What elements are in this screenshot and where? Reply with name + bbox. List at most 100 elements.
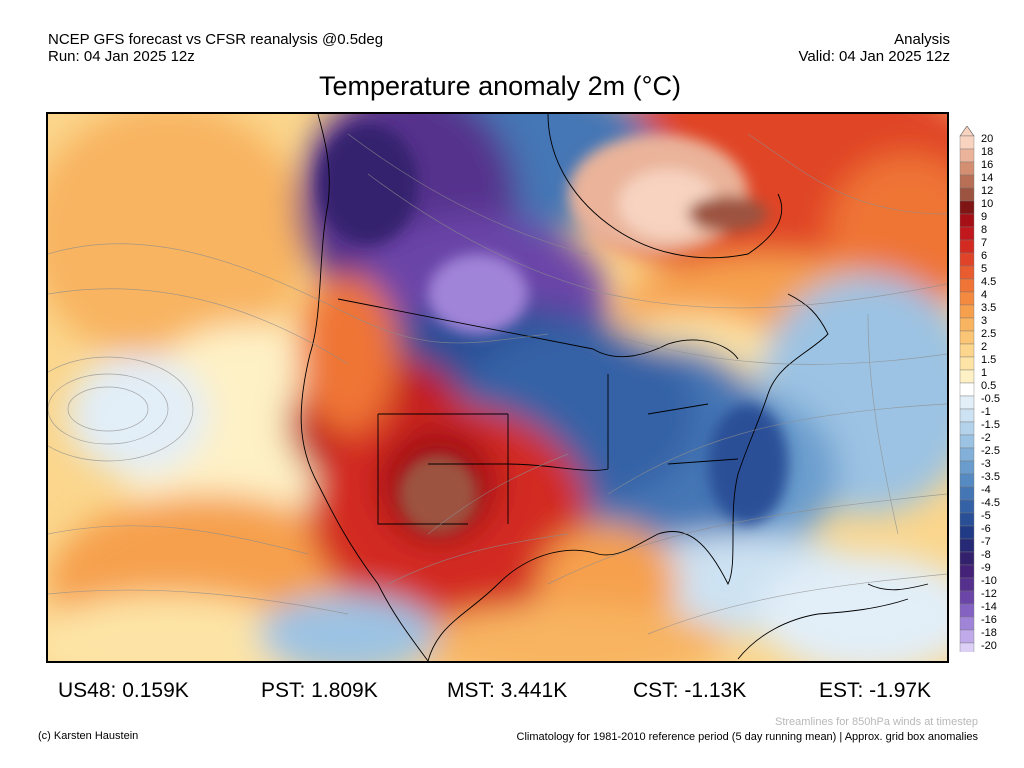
header-left: NCEP GFS forecast vs CFSR reanalysis @0.… <box>48 31 383 65</box>
colorbar-swatch <box>959 642 975 652</box>
colorbar-tick-label: -2 <box>981 432 991 444</box>
colorbar-tick-label: -4 <box>981 484 991 496</box>
colorbar-tick-label: 1.5 <box>981 354 997 366</box>
colorbar-tick-label: 20 <box>981 133 994 145</box>
colorbar-tick-label: -3.5 <box>981 471 1000 483</box>
colorbar-tick-label: -2.5 <box>981 445 1000 457</box>
colorbar-tick-label: -6 <box>981 523 991 535</box>
stat-us48: US48: 0.159K <box>58 679 189 702</box>
colorbar-top-arrow <box>959 126 975 137</box>
colorbar-swatch <box>959 473 975 488</box>
colorbar-tick-label: 4.5 <box>981 276 997 288</box>
colorbar-swatch <box>959 629 975 644</box>
colorbar-swatch <box>959 616 975 631</box>
colorbar-swatch <box>959 148 975 163</box>
colorbar-tick-label: -20 <box>981 640 997 652</box>
colorbar-swatch <box>959 512 975 527</box>
colorbar-tick-label: -18 <box>981 627 997 639</box>
colorbar-tick-label: 10 <box>981 198 994 210</box>
colorbar-tick-label: -7 <box>981 536 991 548</box>
colorbar-swatch <box>959 382 975 397</box>
colorbar-tick-label: 3 <box>981 315 988 327</box>
stat-pst: PST: 1.809K <box>261 679 378 702</box>
colorbar-tick-label: -4.5 <box>981 497 1000 509</box>
colorbar-swatch <box>959 278 975 293</box>
colorbar-tick-label: 9 <box>981 211 988 223</box>
colorbar-swatch <box>959 213 975 228</box>
colorbar-tick-label: 6 <box>981 250 988 262</box>
colorbar-swatch <box>959 369 975 384</box>
colorbar-tick-label: -8 <box>981 549 991 561</box>
header-right: Analysis Valid: 04 Jan 2025 12z <box>798 31 950 65</box>
colorbar-tick-label: 14 <box>981 172 994 184</box>
stat-est: EST: -1.97K <box>819 679 932 702</box>
colorbar-swatch <box>959 304 975 319</box>
colorbar-swatch <box>959 200 975 215</box>
streamlines-note: Streamlines for 850hPa winds at timestep <box>775 716 978 728</box>
colorbar-tick-label: 18 <box>981 146 994 158</box>
credit: (c) Karsten Haustein <box>38 730 139 742</box>
colorbar-tick-label: 12 <box>981 185 994 197</box>
valid-line: Valid: 04 Jan 2025 12z <box>798 48 950 65</box>
anomaly-extremes <box>318 124 788 534</box>
colorbar-swatch <box>959 590 975 605</box>
colorbar-swatch <box>959 239 975 254</box>
colorbar-swatch <box>959 421 975 436</box>
colorbar-swatch <box>959 317 975 332</box>
colorbar-tick-label: -5 <box>981 510 991 522</box>
climatology-note: Climatology for 1981-2010 reference peri… <box>516 731 978 743</box>
colorbar-swatch <box>959 356 975 371</box>
colorbar-swatch <box>959 525 975 540</box>
colorbar-swatch <box>959 343 975 358</box>
colorbar-tick-label: 5 <box>981 263 988 275</box>
colorbar-swatch <box>959 434 975 449</box>
colorbar-swatch <box>959 460 975 475</box>
colorbar-swatch <box>959 395 975 410</box>
colorbar-tick-label: 7 <box>981 237 988 249</box>
colorbar-swatch <box>959 486 975 501</box>
colorbar-tick-label: 2 <box>981 341 988 353</box>
colorbar-tick-label: 1 <box>981 367 988 379</box>
colorbar-swatch <box>959 408 975 423</box>
run-line: Run: 04 Jan 2025 12z <box>48 48 195 65</box>
colorbar-tick-label: -9 <box>981 562 991 574</box>
mode-label: Analysis <box>894 31 950 48</box>
colorbar-swatch <box>959 291 975 306</box>
colorbar-swatch <box>959 499 975 514</box>
colorbar-tick-label: -0.5 <box>981 393 1000 405</box>
colorbar-swatch <box>959 226 975 241</box>
colorbar-swatch <box>959 161 975 176</box>
colorbar-swatch <box>959 564 975 579</box>
anomaly-map <box>46 112 949 663</box>
colorbar-tick-label: -3 <box>981 458 991 470</box>
colorbar-swatch <box>959 577 975 592</box>
stat-cst: CST: -1.13K <box>633 679 747 702</box>
colorbar-tick-label: -16 <box>981 614 997 626</box>
colorbar <box>959 126 975 652</box>
colorbar-swatch <box>959 135 975 150</box>
map-title: Temperature anomaly 2m (°C) <box>319 71 681 101</box>
colorbar-tick-label: -14 <box>981 601 997 613</box>
colorbar-swatch <box>959 174 975 189</box>
coastlines-borders <box>300 114 929 661</box>
colorbar-swatch <box>959 187 975 202</box>
colorbar-swatch <box>959 265 975 280</box>
colorbar-tick-label: -10 <box>981 575 997 587</box>
model-line: NCEP GFS forecast vs CFSR reanalysis @0.… <box>48 31 384 48</box>
anomaly-map-svg <box>48 114 947 661</box>
colorbar-tick-label: 16 <box>981 159 994 171</box>
anomaly-field <box>48 114 947 661</box>
streamlines <box>48 133 947 635</box>
colorbar-tick-label: -12 <box>981 588 997 600</box>
colorbar-tick-label: 8 <box>981 224 988 236</box>
colorbar-tick-label: -1.5 <box>981 419 1000 431</box>
colorbar-tick-label: 3.5 <box>981 302 997 314</box>
colorbar-swatch <box>959 551 975 566</box>
colorbar-tick-label: 2.5 <box>981 328 997 340</box>
colorbar-tick-label: 0.5 <box>981 380 997 392</box>
colorbar-tick-label: 4 <box>981 289 988 301</box>
stat-mst: MST: 3.441K <box>447 679 568 702</box>
colorbar-swatch <box>959 447 975 462</box>
colorbar-tick-label: -1 <box>981 406 991 418</box>
colorbar-swatch <box>959 603 975 618</box>
